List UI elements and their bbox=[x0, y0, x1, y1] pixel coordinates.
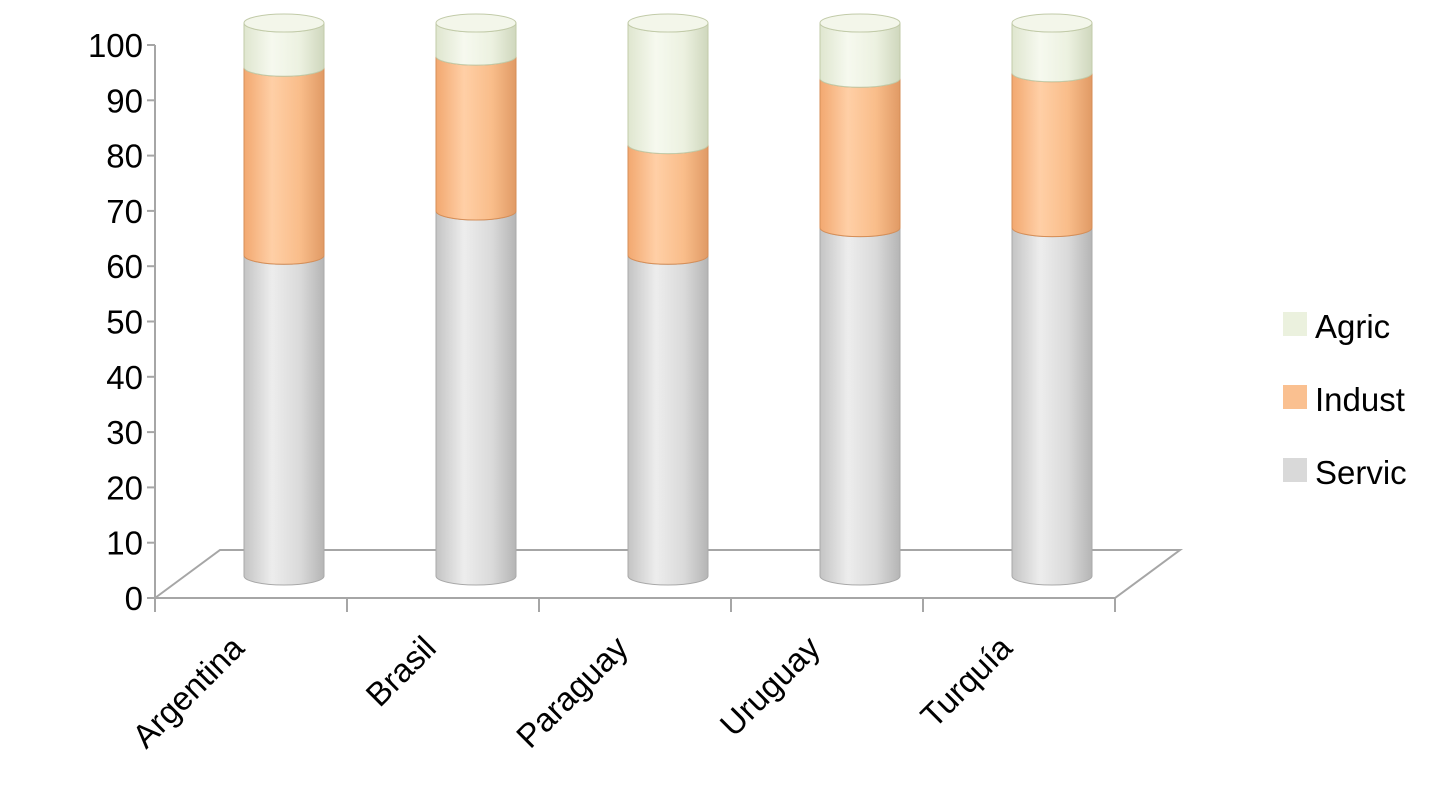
y-tick-label: 30 bbox=[106, 414, 143, 451]
legend-swatch bbox=[1283, 312, 1307, 336]
x-tick-label-uruguay: Uruguay bbox=[713, 628, 828, 743]
legend-swatch bbox=[1283, 385, 1307, 409]
bar-turquia bbox=[1012, 14, 1092, 585]
cap-brasil bbox=[436, 14, 516, 32]
segment-paraguay-servic bbox=[628, 255, 708, 585]
y-tick-label: 90 bbox=[106, 82, 143, 119]
y-tick-label: 100 bbox=[88, 27, 143, 64]
y-tick-label: 60 bbox=[106, 248, 143, 285]
segment-paraguay-indust bbox=[628, 145, 708, 265]
y-tick-label: 40 bbox=[106, 359, 143, 396]
segment-paraguay-agric bbox=[628, 23, 708, 154]
y-tick-label: 80 bbox=[106, 138, 143, 175]
legend-label: Servic bbox=[1315, 454, 1407, 491]
bar-paraguay bbox=[628, 14, 708, 585]
segment-argentina-indust bbox=[244, 67, 324, 264]
cap-argentina bbox=[244, 14, 324, 32]
legend-label: Indust bbox=[1315, 381, 1405, 418]
legend-item-indust: Indust bbox=[1283, 381, 1405, 418]
legend: Agric Indust Servic bbox=[1283, 308, 1407, 491]
x-tick-label-brasil: Brasil bbox=[358, 629, 443, 714]
x-tick-label-turquia: Turquía bbox=[913, 628, 1019, 734]
legend-swatch bbox=[1283, 458, 1307, 482]
segment-uruguay-indust bbox=[820, 78, 900, 236]
segment-brasil-servic bbox=[436, 211, 516, 585]
segment-uruguay-agric bbox=[820, 23, 900, 87]
cap-paraguay bbox=[628, 14, 708, 32]
segment-brasil-indust bbox=[436, 56, 516, 220]
bar-brasil bbox=[436, 14, 516, 585]
segment-uruguay-servic bbox=[820, 228, 900, 585]
y-tick-label: 0 bbox=[125, 580, 143, 617]
segment-turquia-servic bbox=[1012, 228, 1092, 585]
segment-turquia-indust bbox=[1012, 73, 1092, 237]
bars-layer bbox=[244, 14, 1092, 585]
segment-argentina-servic bbox=[244, 255, 324, 585]
bar-argentina bbox=[244, 14, 324, 585]
x-tick-label-paraguay: Paraguay bbox=[509, 628, 635, 754]
legend-item-servic: Servic bbox=[1283, 454, 1407, 491]
legend-item-agric: Agric bbox=[1283, 308, 1390, 345]
y-tick-label: 20 bbox=[106, 469, 143, 506]
y-tick-label: 10 bbox=[106, 525, 143, 562]
cap-turquia bbox=[1012, 14, 1092, 32]
x-tick-label-argentina: Argentina bbox=[125, 628, 252, 755]
y-tick-label: 70 bbox=[106, 193, 143, 230]
cap-uruguay bbox=[820, 14, 900, 32]
bar-uruguay bbox=[820, 14, 900, 585]
y-tick-label: 50 bbox=[106, 304, 143, 341]
legend-label: Agric bbox=[1315, 308, 1390, 345]
